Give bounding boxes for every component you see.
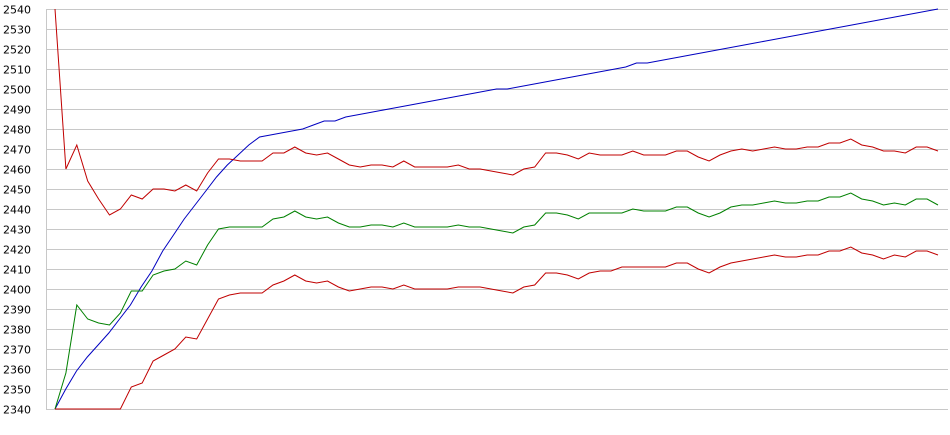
- y-tick-label: 2360: [3, 364, 31, 377]
- y-tick-label: 2540: [3, 4, 31, 17]
- y-tick-label: 2490: [3, 104, 31, 117]
- y-tick-label: 2440: [3, 204, 31, 217]
- y-tick-label: 2530: [3, 24, 31, 37]
- y-tick-label: 2470: [3, 144, 31, 157]
- y-tick-label: 2460: [3, 164, 31, 177]
- series-line-1: [54, 8, 939, 410]
- y-tick-label: 2350: [3, 384, 31, 397]
- y-tick-label: 2410: [3, 264, 31, 277]
- y-tick-label: 2430: [3, 224, 31, 237]
- y-tick-label: 2500: [3, 84, 31, 97]
- y-tick-label: 2450: [3, 184, 31, 197]
- y-tick-label: 2390: [3, 304, 31, 317]
- series-line-3: [54, 192, 939, 410]
- y-tick-label: 2480: [3, 124, 31, 137]
- series-lines: [54, 8, 939, 410]
- y-axis: 2340 2350 2360 2370 2380 2390 2400 2410 2420 2430…: [3, 4, 47, 417]
- y-tick-label: 2380: [3, 324, 31, 337]
- series-line-4: [55, 246, 939, 410]
- series-line-2: [54, 8, 939, 216]
- y-tick-label: 2400: [3, 284, 31, 297]
- y-tick-label: 2510: [3, 64, 31, 77]
- y-tick-label: 2370: [3, 344, 31, 357]
- y-tick-label: 2520: [3, 44, 31, 57]
- y-tick-label: 2340: [3, 404, 31, 417]
- gridlines: [46, 9, 948, 410]
- y-tick-label: 2420: [3, 244, 31, 257]
